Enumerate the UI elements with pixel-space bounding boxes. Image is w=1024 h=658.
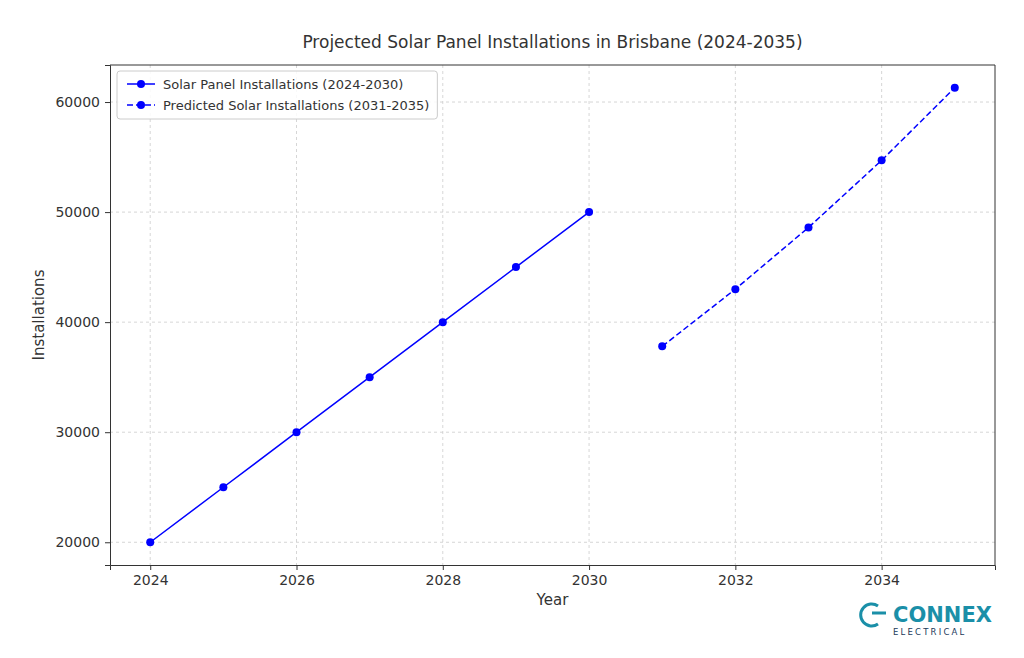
logo-text: CONNEX (893, 603, 992, 627)
series-marker (293, 428, 301, 436)
frame (995, 65, 996, 565)
y-axis: 20000 30000 40000 50000 60000 (55, 66, 110, 566)
tick-mark (105, 432, 110, 433)
tick: 60000 (55, 94, 110, 110)
legend: Solar Panel Installations (2024-2030) Pre… (117, 71, 437, 119)
grid-line (881, 65, 882, 565)
grid-line (589, 65, 590, 565)
tick-label: 2032 (718, 572, 754, 588)
tick: 2030 (572, 565, 608, 588)
grid-line (442, 65, 443, 565)
tick-label: 40000 (55, 314, 100, 330)
grid-line (150, 65, 151, 565)
tick-mark (105, 212, 110, 213)
x-axis: 2024 2026 2028 2030 2032 2034 (111, 565, 996, 588)
tick-mark (882, 565, 883, 570)
grid-line (735, 65, 736, 565)
tick-label: 30000 (55, 424, 100, 440)
tick: 2034 (864, 565, 900, 588)
tick-label: 2026 (279, 572, 315, 588)
legend-label: Solar Panel Installations (2024-2030) (163, 77, 403, 92)
grid-line (296, 65, 297, 565)
tick-mark (105, 542, 110, 543)
tick-mark (150, 565, 151, 570)
tick: 2026 (279, 565, 315, 588)
y-axis-title: Installations (30, 269, 48, 360)
series-line (662, 88, 955, 347)
tick-mark (297, 565, 298, 570)
tick-mark (735, 565, 736, 570)
series-marker (366, 373, 374, 381)
logo-icon (861, 604, 886, 626)
series-marker (804, 224, 812, 232)
legend-box (117, 71, 437, 119)
tick: 2032 (718, 565, 754, 588)
tick-mark (589, 565, 590, 570)
series-marker (878, 156, 886, 164)
tick-label: 2024 (133, 572, 169, 588)
tick: 50000 (55, 204, 110, 220)
grid-line (110, 432, 995, 433)
legend-label: Predicted Solar Installations (2031-2035… (163, 98, 429, 113)
grid (110, 65, 995, 565)
tick-mark (105, 102, 110, 103)
tick-label: 2034 (864, 572, 900, 588)
logo: CONNEXELECTRICAL (861, 603, 992, 637)
tick: 40000 (55, 314, 110, 330)
tick: 2024 (133, 565, 169, 588)
grid-line (110, 542, 995, 543)
legend-marker (137, 101, 145, 109)
tick-label: 50000 (55, 204, 100, 220)
chart: 2024 2026 2028 2030 2032 2034 20000 30000 40000 5… (0, 0, 1024, 658)
series-marker (731, 285, 739, 293)
tick: 2028 (425, 565, 461, 588)
series-marker (585, 208, 593, 216)
tick-mark (105, 322, 110, 323)
tick: 20000 (55, 534, 110, 550)
series-marker (658, 342, 666, 350)
tick: 30000 (55, 424, 110, 440)
tick-label: 2030 (572, 572, 608, 588)
title: Projected Solar Panel Installations in B… (302, 32, 802, 52)
frame (110, 65, 995, 66)
series-marker (439, 318, 447, 326)
tick-label: 20000 (55, 534, 100, 550)
tick-label: 2028 (425, 572, 461, 588)
series-marker (951, 84, 959, 92)
plot-area (146, 84, 959, 547)
axis-line (111, 566, 996, 571)
legend-marker (137, 80, 145, 88)
tick-mark (443, 565, 444, 570)
tick-label: 60000 (55, 94, 100, 110)
series-marker (146, 538, 154, 546)
series-marker (512, 263, 520, 271)
series-marker (219, 483, 227, 491)
x-axis-title: Year (536, 591, 570, 609)
grid-line (110, 212, 995, 213)
grid-line (110, 322, 995, 323)
series-line (150, 212, 589, 542)
logo-subtext: ELECTRICAL (893, 627, 967, 637)
axis-line (105, 66, 111, 566)
